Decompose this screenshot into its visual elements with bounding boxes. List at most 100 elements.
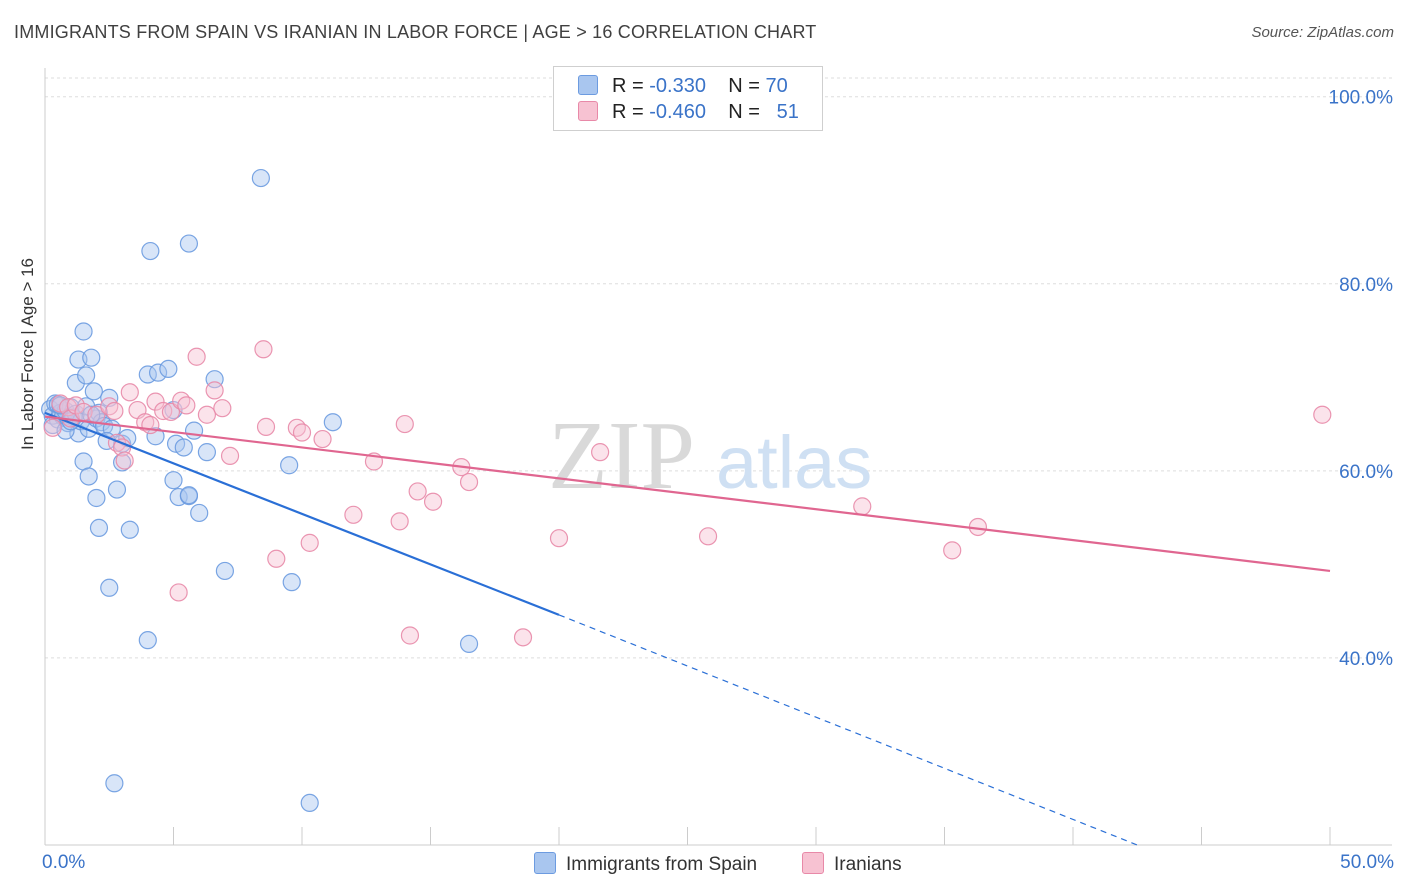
legend-swatch-iranians bbox=[578, 101, 598, 121]
data-point-iranians bbox=[390, 512, 409, 531]
data-point-iranians bbox=[1313, 405, 1332, 424]
data-point-iranians bbox=[591, 443, 610, 462]
data-point-spain bbox=[251, 168, 270, 188]
data-point-spain bbox=[112, 453, 132, 472]
data-point-iranians bbox=[344, 505, 363, 524]
data-point-spain bbox=[174, 438, 193, 457]
data-point-spain bbox=[141, 241, 160, 261]
data-point-iranians bbox=[254, 340, 273, 359]
trend-line-spain bbox=[44, 411, 560, 616]
data-point-iranians bbox=[187, 347, 206, 366]
data-point-iranians bbox=[408, 482, 427, 501]
data-point-spain bbox=[84, 382, 103, 401]
x-tick-label-max: 50.0% bbox=[1340, 852, 1394, 873]
data-point-spain bbox=[280, 456, 299, 475]
data-point-spain bbox=[179, 234, 199, 253]
y-tick-label: 40.0% bbox=[1339, 649, 1393, 670]
data-point-spain bbox=[74, 322, 93, 341]
data-point-iranians bbox=[313, 429, 332, 449]
data-point-spain bbox=[459, 634, 479, 653]
bottom-legend-label-spain: Immigrants from Spain bbox=[566, 854, 758, 875]
watermark-atlas: atlas bbox=[716, 421, 872, 504]
data-point-spain bbox=[66, 373, 85, 393]
data-point-iranians bbox=[43, 418, 62, 437]
data-point-spain bbox=[148, 363, 168, 382]
bottom-legend-swatch-iranians bbox=[802, 852, 824, 874]
data-point-spain bbox=[184, 421, 204, 440]
y-tick-labels: 40.0% 60.0% 80.0% 100.0% bbox=[1329, 88, 1394, 670]
legend-n-label: N = bbox=[728, 75, 766, 97]
data-point-iranians bbox=[300, 533, 319, 552]
data-point-iranians bbox=[105, 401, 124, 421]
data-point-spain bbox=[190, 503, 209, 523]
watermark-zip: ZIP bbox=[548, 402, 695, 510]
data-point-iranians bbox=[395, 414, 414, 434]
data-point-spain bbox=[82, 348, 101, 367]
data-point-iranians bbox=[213, 399, 232, 418]
data-point-iranians bbox=[256, 417, 276, 436]
legend-n-value: 51 bbox=[776, 101, 799, 123]
trend-line-iranians bbox=[44, 415, 1331, 573]
data-point-spain bbox=[89, 518, 109, 538]
data-point-iranians bbox=[423, 492, 443, 511]
data-point-spain bbox=[120, 520, 139, 539]
data-point-iranians bbox=[459, 472, 479, 492]
trend-line-spain-extrapolated bbox=[558, 614, 1138, 846]
bottom-legend-label-iranians: Iranians bbox=[834, 854, 902, 875]
data-point-spain bbox=[215, 561, 234, 581]
legend-r-label: R = bbox=[612, 75, 650, 97]
data-point-spain bbox=[87, 488, 106, 508]
data-point-iranians bbox=[698, 527, 718, 546]
legend-row-iranians: R = -0.460 N = 51 bbox=[578, 101, 799, 127]
data-point-iranians bbox=[177, 396, 196, 415]
data-point-spain bbox=[197, 443, 217, 462]
data-point-iranians bbox=[513, 628, 533, 647]
data-point-iranians bbox=[220, 446, 240, 465]
legend-r-label: R = bbox=[612, 101, 650, 123]
series-immigrants-from-spain bbox=[41, 168, 479, 813]
legend-r-value: -0.460 bbox=[649, 101, 706, 123]
data-point-iranians bbox=[205, 381, 224, 400]
legend: R = -0.330 N = 70 R = -0.460 N = 51 bbox=[553, 66, 823, 131]
legend-r-value: -0.330 bbox=[649, 75, 706, 97]
data-point-spain bbox=[77, 366, 96, 385]
grid-lines bbox=[45, 77, 1392, 659]
series-iranians bbox=[43, 340, 1332, 647]
legend-n-value: 70 bbox=[765, 75, 788, 97]
data-point-iranians bbox=[943, 541, 962, 560]
y-tick-label: 80.0% bbox=[1339, 275, 1393, 296]
data-point-spain bbox=[323, 413, 342, 432]
bottom-legend-iranians: Iranians bbox=[802, 852, 902, 876]
bottom-legend-swatch-spain bbox=[534, 852, 556, 874]
chart-title: IMMIGRANTS FROM SPAIN VS IRANIAN IN LABO… bbox=[14, 22, 817, 42]
data-point-spain bbox=[159, 359, 178, 378]
data-point-iranians bbox=[197, 405, 217, 424]
data-point-spain bbox=[107, 480, 127, 499]
data-point-iranians bbox=[136, 413, 155, 432]
data-point-iranians bbox=[120, 383, 139, 402]
data-point-spain bbox=[282, 573, 301, 592]
y-tick-label: 60.0% bbox=[1339, 462, 1393, 483]
data-point-iranians bbox=[549, 529, 569, 548]
data-point-iranians bbox=[400, 626, 420, 645]
data-point-spain bbox=[146, 427, 165, 446]
trend-lines bbox=[44, 411, 1331, 846]
legend-n-label: N = bbox=[728, 101, 766, 123]
x-tick-label-min: 0.0% bbox=[42, 852, 86, 873]
data-point-spain bbox=[138, 631, 157, 650]
data-point-iranians bbox=[292, 423, 312, 442]
data-point-iranians bbox=[146, 392, 165, 411]
data-point-spain bbox=[79, 467, 98, 486]
data-point-iranians bbox=[161, 402, 181, 422]
data-point-spain bbox=[105, 774, 124, 793]
data-point-spain bbox=[164, 471, 183, 490]
data-point-spain bbox=[100, 578, 119, 597]
data-point-iranians bbox=[169, 583, 188, 602]
chart-source: Source: ZipAtlas.com bbox=[1251, 24, 1394, 41]
legend-swatch-spain bbox=[578, 75, 598, 95]
data-point-spain bbox=[179, 486, 199, 505]
data-point-spain bbox=[300, 793, 319, 813]
legend-row-spain: R = -0.330 N = 70 bbox=[578, 75, 788, 101]
axes bbox=[44, 68, 1392, 846]
